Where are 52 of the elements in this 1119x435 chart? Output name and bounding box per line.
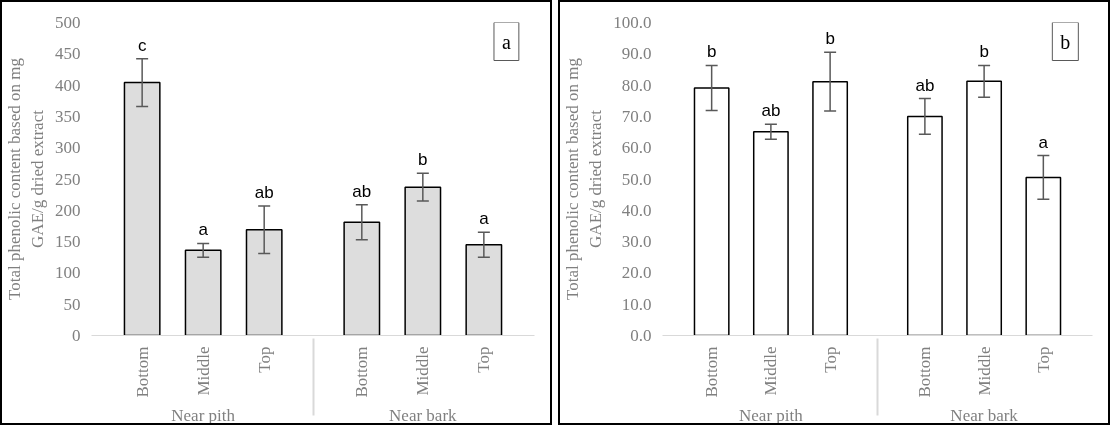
y-tick-label: 0.0	[630, 326, 652, 345]
x-tick-label: Top	[820, 346, 840, 373]
x-tick-label: Bottom	[915, 346, 935, 398]
data-label: ab	[761, 101, 781, 121]
x-tick-label: Middle	[193, 346, 213, 396]
data-label: a	[479, 209, 490, 229]
y-tick-label: 50.0	[621, 169, 652, 189]
annotation: a	[501, 30, 511, 53]
data-label: a	[1038, 132, 1049, 152]
data-label: ab	[254, 182, 274, 202]
y-tick-label: 60.0	[621, 138, 652, 158]
x-tick-label: Middle	[413, 346, 433, 396]
data-label: b	[979, 42, 989, 62]
data-label: a	[198, 220, 209, 240]
annotation: b	[1060, 30, 1071, 53]
x-tick-label: Bottom	[132, 346, 152, 398]
y-tick-label: 10.0	[621, 294, 652, 314]
y-tick-label: 300	[55, 138, 81, 158]
y-tick-label: 350	[55, 106, 81, 126]
y-tick-label: 20.0	[621, 263, 652, 283]
y-tick-label: 450	[55, 44, 81, 64]
y-tick-label: 500	[55, 13, 81, 32]
text: Near bark	[389, 405, 458, 425]
x-tick-label: Middle	[761, 346, 781, 396]
data-label: ab	[352, 181, 372, 201]
y-tick-label: 90.0	[621, 44, 652, 64]
data-label: c	[137, 35, 147, 55]
data-label: b	[706, 42, 717, 62]
x-tick-label: Bottom	[352, 346, 372, 398]
y-tick-label: 250	[55, 169, 81, 189]
y-tick-label: 100.0	[613, 13, 652, 32]
data-label: b	[418, 150, 428, 170]
data-label: b	[825, 29, 835, 49]
x-tick-label: Top	[254, 346, 274, 373]
y-tick-label: 50	[63, 294, 81, 314]
y-tick-label: 70.0	[621, 106, 652, 126]
y-tick-label: 0	[72, 326, 81, 345]
data-label: ab	[915, 75, 935, 95]
y-tick-label: 200	[55, 200, 81, 220]
x-tick-label: Middle	[974, 346, 994, 396]
y-tick-label: 30.0	[621, 232, 652, 252]
y-tick-label: 80.0	[621, 75, 652, 95]
y-tick-label: 150	[55, 232, 81, 252]
y-tick-label: 400	[55, 75, 81, 95]
x-tick-label: Top	[1033, 346, 1053, 373]
y-axis-title: Total phenolic content based on mg GAE/g dried extract	[5, 57, 47, 300]
x-tick-label: Bottom	[702, 346, 722, 398]
y-tick-label: 40.0	[621, 200, 652, 220]
text: Near bark	[950, 405, 1019, 425]
x-tick-label: Top	[474, 346, 494, 373]
y-tick-label: 100	[55, 263, 81, 283]
y-axis-title: Total phenolic content based on mg GAE/g dried extract	[563, 57, 606, 300]
